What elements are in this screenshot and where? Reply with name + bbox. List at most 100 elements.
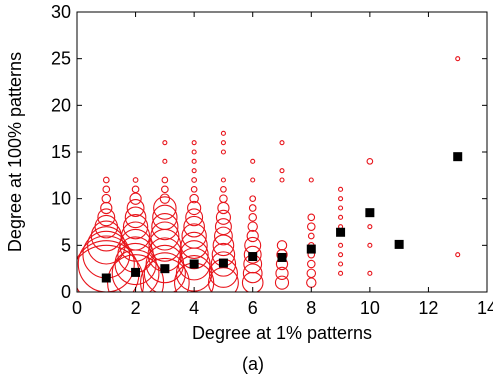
frequency-circle <box>247 221 258 232</box>
frequency-circle <box>100 201 113 215</box>
frequency-circle <box>191 158 197 164</box>
frequency-circle <box>250 177 256 183</box>
frequency-circle <box>338 252 344 258</box>
frequency-circle <box>215 209 231 225</box>
frequency-circle <box>307 232 315 240</box>
frequency-circle <box>275 266 289 280</box>
frequency-circle <box>183 215 205 238</box>
mean-degree-marker <box>453 152 463 162</box>
y-tick-label: 5 <box>61 235 71 255</box>
frequency-circle <box>161 185 169 194</box>
frequency-circle <box>150 221 180 251</box>
mean-degree-marker <box>306 244 316 254</box>
mean-degree-marker <box>277 252 287 262</box>
x-tick-label: 8 <box>306 298 316 318</box>
mean-degree-marker <box>131 267 141 277</box>
x-tick-label: 6 <box>248 298 258 318</box>
frequency-circle <box>307 222 316 231</box>
frequency-circle <box>191 140 197 146</box>
x-tick-label: 14 <box>477 298 493 318</box>
frequency-circle <box>207 267 239 292</box>
frequency-circle <box>220 140 226 146</box>
x-tick-label: 4 <box>189 298 199 318</box>
frequency-circle <box>187 200 202 216</box>
frequency-circle <box>367 270 373 276</box>
frequency-circle <box>101 193 112 204</box>
frequency-circle <box>181 223 207 249</box>
frequency-circle <box>306 277 317 288</box>
frequency-circle <box>338 196 344 202</box>
frequency-circle <box>162 158 168 164</box>
frequency-circle <box>191 177 198 183</box>
frequency-circle <box>126 199 145 217</box>
x-axis: 0 2 4 6 8 10 12 14 <box>72 12 493 318</box>
y-tick-label: 10 <box>51 189 71 209</box>
mean-degree-marker <box>336 227 346 237</box>
frequency-circle <box>151 213 179 241</box>
frequency-circle <box>276 240 288 251</box>
x-tick-label: 2 <box>131 298 141 318</box>
frequency-circle <box>308 177 314 183</box>
frequency-circle <box>122 213 149 240</box>
x-tick-label: 10 <box>360 298 380 318</box>
frequency-circle <box>153 196 177 220</box>
frequency-circle <box>114 242 157 286</box>
frequency-circle <box>162 140 168 146</box>
frequency-circle <box>338 214 344 220</box>
frequency-circle <box>124 206 147 229</box>
mean-degree-marker <box>189 259 199 269</box>
x-tick-label: 12 <box>418 298 438 318</box>
frequency-circle <box>367 224 373 230</box>
x-tick-label: 0 <box>72 298 82 318</box>
frequency-circle <box>214 226 233 246</box>
frequency-circle <box>338 261 344 267</box>
frequency-circle <box>220 185 227 193</box>
frequency-circle <box>132 177 139 183</box>
frequency-circle <box>140 257 190 292</box>
frequency-circle <box>102 185 111 194</box>
frequency-circle <box>190 185 198 193</box>
frequency-circle <box>129 192 142 205</box>
mean-degree-marker <box>160 264 170 274</box>
frequency-circle <box>366 157 374 165</box>
frequency-circle <box>161 176 169 184</box>
frequency-circle <box>152 204 178 231</box>
frequency-circle <box>279 140 285 146</box>
frequency-circle <box>185 208 204 227</box>
frequency-circle <box>250 158 256 164</box>
frequency-circle <box>210 251 237 277</box>
frequency-circle <box>338 205 344 211</box>
frequency-circle <box>97 208 116 227</box>
y-tick-label: 0 <box>61 282 71 302</box>
frequency-circle <box>214 218 232 236</box>
mean-degree-marker <box>394 239 404 249</box>
mean-degree-marker <box>218 258 228 268</box>
frequency-circle <box>455 252 461 258</box>
frequency-circle <box>338 242 344 248</box>
frequency-circle <box>220 149 226 155</box>
frequency-circle <box>119 228 152 262</box>
frequency-circle <box>189 193 199 204</box>
frequency-circle <box>131 185 140 194</box>
frequency-circle <box>219 194 228 203</box>
frequency-circle <box>307 259 316 269</box>
frequency-circle <box>307 213 316 222</box>
frequency-circle <box>77 235 135 292</box>
y-axis-label: Degree at 100% patterns <box>5 52 25 252</box>
frequency-circle <box>244 236 262 254</box>
frequency-circle <box>242 263 263 284</box>
x-axis-label: Degree at 1% patterns <box>192 323 372 343</box>
frequency-circle <box>246 229 259 243</box>
frequency-circles <box>77 56 461 292</box>
y-axis: 0 5 10 15 20 25 30 <box>51 2 487 302</box>
frequency-circle <box>248 204 257 212</box>
frequency-circle <box>191 149 197 155</box>
y-tick-label: 15 <box>51 142 71 162</box>
y-tick-label: 25 <box>51 49 71 69</box>
y-tick-label: 20 <box>51 95 71 115</box>
frequency-circle <box>279 177 285 183</box>
mean-degree-markers <box>101 152 463 283</box>
frequency-circle <box>121 221 151 251</box>
frequency-circle <box>102 176 110 184</box>
frequency-circle <box>217 201 230 215</box>
